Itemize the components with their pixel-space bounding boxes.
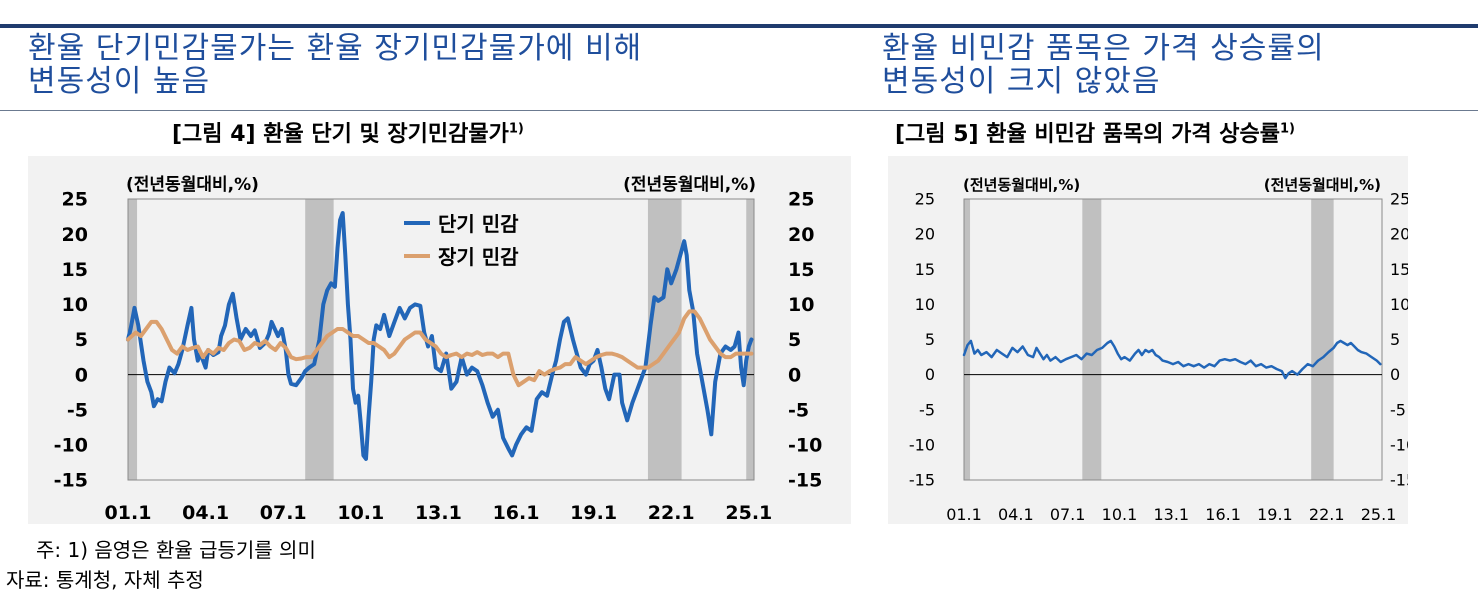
figure4-xtick-label: 22.1 xyxy=(648,502,695,524)
figure4-unit-left: (전년동월대비,%) xyxy=(126,175,259,195)
figure4-xtick-label: 04.1 xyxy=(182,502,229,524)
figure5-ytick-right: -10 xyxy=(1390,435,1408,454)
figure5-ytick-right: 15 xyxy=(1390,260,1408,279)
figure4-ytick-right: 0 xyxy=(788,364,801,386)
figure4-title: [그림 4] 환율 단기 및 장기민감물가1) xyxy=(172,116,524,148)
figure5-ytick-right: 5 xyxy=(1390,330,1400,349)
figure4-ytick-right: -10 xyxy=(788,435,822,457)
figure5-unit-left: (전년동월대비,%) xyxy=(963,176,1080,194)
figure5-ytick-left: 25 xyxy=(915,190,935,209)
figure4-ytick-right: -5 xyxy=(788,399,809,421)
footnote: 주: 1) 음영은 환율 급등기를 의미 xyxy=(36,538,316,562)
figure4-xtick-label: 16.1 xyxy=(493,502,540,524)
figure5-ytick-left: 20 xyxy=(915,225,935,244)
top-rule xyxy=(0,24,1478,28)
figure5-xtick-label: 19.1 xyxy=(1257,505,1293,524)
figure5-shade-1 xyxy=(1082,199,1102,480)
figure5-ytick-left: -5 xyxy=(919,400,935,419)
figure5-xtick-label: 10.1 xyxy=(1102,505,1138,524)
figure4-xtick-label: 07.1 xyxy=(260,502,307,524)
figure5-chart: 25 25 20 20 15 15 10 10 5 5 0 0 -5 -5 -10 -10 -15 -15 01.1… xyxy=(909,176,1416,524)
figure4-series-line-0 xyxy=(126,211,754,461)
figure4-legend-label-1: 장기 민감 xyxy=(438,245,519,269)
figure4-xtick-label: 01.1 xyxy=(105,502,152,524)
figure4-ytick-right: 5 xyxy=(788,329,801,351)
figure5-series-line-0 xyxy=(962,339,1382,380)
headline-left: 환율 단기민감물가는 환율 장기민감물가에 비해 변동성이 높음 xyxy=(28,31,643,99)
figure5-ytick-left: 15 xyxy=(915,260,935,279)
figure5-ytick-right: 25 xyxy=(1390,190,1408,209)
figure4-ytick-left: -5 xyxy=(67,399,88,421)
figure5-ytick-left: 5 xyxy=(925,330,935,349)
figure4-panel: 25 25 20 20 15 15 10 10 5 5 0 0 -5 -5 -10 -10 -15 -15 01.1… xyxy=(28,156,851,524)
figure4-ytick-left: 15 xyxy=(62,259,88,281)
figure5-ytick-left: 10 xyxy=(915,295,935,314)
figure4-ytick-left: 25 xyxy=(62,189,88,211)
figure4-title-sup: 1) xyxy=(508,121,524,137)
figure4-ytick-left: 10 xyxy=(62,294,88,316)
figure4-xtick-label: 19.1 xyxy=(570,502,617,524)
figure5-ytick-right: 20 xyxy=(1390,225,1408,244)
figure5-xtick-label: 25.1 xyxy=(1361,505,1397,524)
figure4-ytick-right: 25 xyxy=(788,189,814,211)
source-note: 자료: 통계청, 자체 추정 xyxy=(6,568,204,592)
figure4-ytick-left: -15 xyxy=(54,470,88,492)
figure4-chart: 25 25 20 20 15 15 10 10 5 5 0 0 -5 -5 -10 -10 -15 -15 01.1… xyxy=(54,175,823,524)
figure4-unit-right: (전년동월대비,%) xyxy=(623,175,756,195)
figure5-xtick-label: 22.1 xyxy=(1309,505,1345,524)
figure5-title: [그림 5] 환율 비민감 품목의 가격 상승률1) xyxy=(895,116,1295,148)
figure4-xtick-label: 10.1 xyxy=(337,502,384,524)
figure5-ytick-right: 10 xyxy=(1390,295,1408,314)
figure4-ytick-left: 0 xyxy=(75,364,88,386)
figure5-shade-2 xyxy=(1311,199,1334,480)
figure5-unit-right: (전년동월대비,%) xyxy=(1264,176,1381,194)
figure5-shade-0 xyxy=(964,199,971,480)
figure4-xtick-label: 25.1 xyxy=(725,502,772,524)
figure4-ytick-left: -10 xyxy=(54,435,88,457)
figure5-panel: 25 25 20 20 15 15 10 10 5 5 0 0 -5 -5 -10 -10 -15 -15 01.1… xyxy=(888,156,1416,524)
figure5-title-sup: 1) xyxy=(1279,121,1295,137)
figure5-plot-frame xyxy=(963,198,1383,481)
figure4-ytick-left: 20 xyxy=(62,224,88,246)
figure4-ytick-right: 15 xyxy=(788,259,814,281)
figure5-xtick-label: 04.1 xyxy=(998,505,1034,524)
figure5-ytick-left: -10 xyxy=(909,435,935,454)
figure5-title-text: [그림 5] 환율 비민감 품목의 가격 상승률 xyxy=(895,122,1280,147)
figure4-legend-label-0: 단기 민감 xyxy=(438,212,519,236)
figure5-ytick-right: -15 xyxy=(1390,471,1408,490)
divider-rule xyxy=(0,110,1478,111)
figure4-ytick-left: 5 xyxy=(75,329,88,351)
figure5-ytick-right: -5 xyxy=(1390,400,1406,419)
figure4-shade-2 xyxy=(647,199,682,480)
figure4-ytick-right: 20 xyxy=(788,224,814,246)
headline-right: 환율 비민감 품목은 가격 상승률의 변동성이 크지 않았음 xyxy=(882,31,1325,99)
figure4-series-line-1 xyxy=(126,309,754,388)
figure4-shade-0 xyxy=(128,199,138,480)
figure5-xtick-label: 01.1 xyxy=(946,505,982,524)
figure5-xtick-label: 16.1 xyxy=(1205,505,1241,524)
figure5-xtick-label: 07.1 xyxy=(1050,505,1086,524)
figure4-ytick-right: -15 xyxy=(788,470,822,492)
figure5-ytick-left: 0 xyxy=(925,365,935,384)
figure5-ytick-right: 0 xyxy=(1390,365,1400,384)
figure4-xtick-label: 13.1 xyxy=(415,502,462,524)
figure5-ytick-left: -15 xyxy=(909,471,935,490)
figure4-title-text: [그림 4] 환율 단기 및 장기민감물가 xyxy=(172,122,509,147)
figure5-xtick-label: 13.1 xyxy=(1153,505,1189,524)
figure4-ytick-right: 10 xyxy=(788,294,814,316)
